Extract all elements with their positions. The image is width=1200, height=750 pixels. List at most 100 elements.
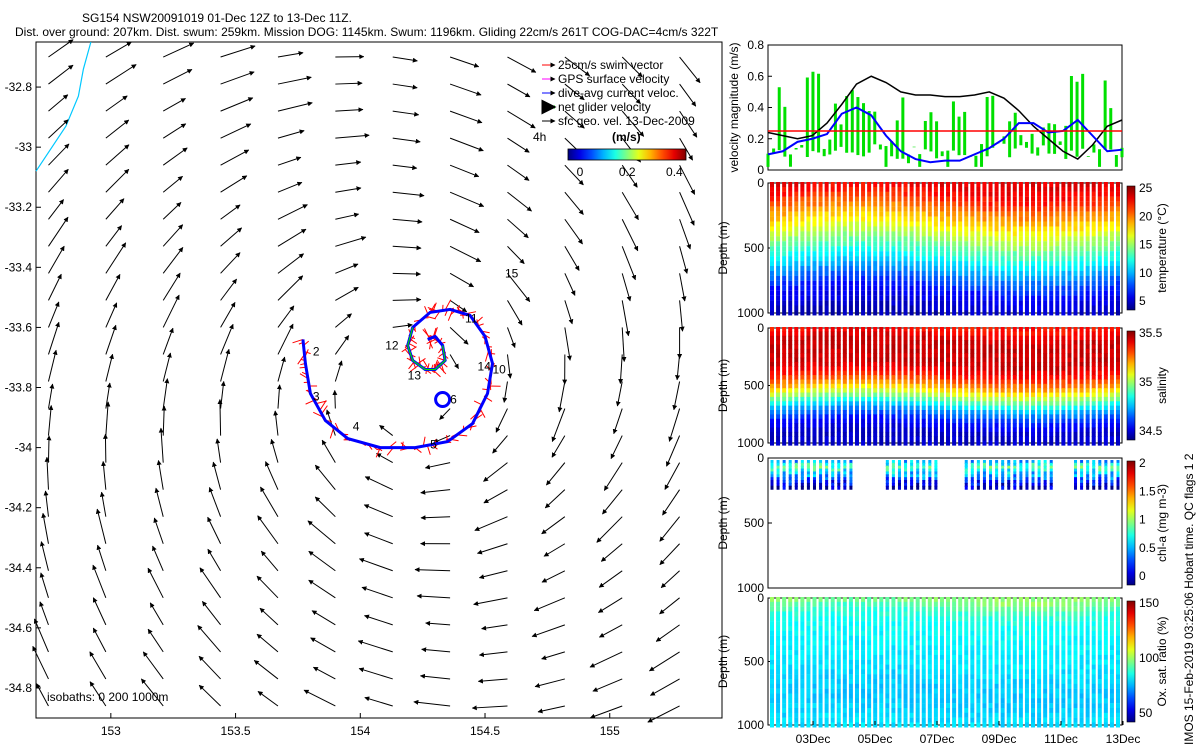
oxygen-point bbox=[824, 597, 829, 602]
temperature-point bbox=[873, 305, 878, 311]
salinity-point bbox=[867, 440, 872, 446]
temperature-point bbox=[921, 186, 926, 192]
salinity-point bbox=[824, 353, 829, 359]
salinity-point bbox=[776, 370, 781, 376]
temperature-point bbox=[1024, 290, 1029, 296]
salinity-point bbox=[909, 327, 914, 332]
sfc-vector bbox=[201, 601, 221, 626]
track-day-label: 10 bbox=[493, 362, 507, 376]
oxygen-point bbox=[891, 679, 896, 685]
salinity-point bbox=[1061, 335, 1066, 341]
salinity-point bbox=[988, 348, 993, 354]
salinity-profile-points bbox=[770, 327, 1120, 446]
salinity-point bbox=[909, 418, 914, 424]
oxygen-point bbox=[776, 688, 781, 694]
salinity-point bbox=[909, 361, 914, 367]
chla-colorbar bbox=[1126, 460, 1136, 586]
oxygen-point bbox=[848, 621, 853, 627]
salinity-point bbox=[988, 401, 993, 407]
salinity-point bbox=[921, 340, 926, 346]
salinity-point bbox=[970, 410, 975, 416]
salinity-point bbox=[939, 340, 944, 346]
oxygen-point bbox=[848, 616, 853, 622]
oxygen-point bbox=[927, 693, 932, 699]
salinity-point bbox=[1116, 418, 1120, 424]
salinity-point bbox=[861, 327, 866, 332]
sfc-vector bbox=[621, 56, 643, 78]
chla-point bbox=[1086, 468, 1090, 473]
salinity-point bbox=[782, 344, 787, 350]
salinity-point bbox=[794, 427, 799, 433]
temperature-point bbox=[1031, 270, 1036, 276]
temperature-point bbox=[885, 182, 890, 187]
sfc-vector bbox=[276, 384, 282, 409]
temperature-point bbox=[1024, 265, 1029, 271]
salinity-point bbox=[897, 436, 902, 442]
chla-point bbox=[800, 465, 804, 470]
temperature-point bbox=[782, 265, 787, 271]
chla-point bbox=[1110, 460, 1114, 464]
sfc-vector bbox=[48, 143, 70, 166]
oxygen-point bbox=[818, 688, 823, 694]
sfc-vector bbox=[47, 321, 60, 355]
chla-point bbox=[776, 485, 780, 490]
salinity-point bbox=[806, 379, 811, 385]
chla-point bbox=[1092, 474, 1096, 479]
temperature-point bbox=[1097, 251, 1102, 257]
salinity-point bbox=[1079, 353, 1084, 359]
temperature-point bbox=[812, 201, 817, 207]
oxygen-point bbox=[794, 650, 799, 656]
salinity-point bbox=[776, 379, 781, 385]
salinity-point bbox=[830, 414, 835, 420]
salinity-point bbox=[915, 366, 920, 372]
temperature-point bbox=[982, 261, 987, 267]
temperature-point bbox=[939, 305, 944, 311]
temperature-point bbox=[1018, 270, 1023, 276]
sfc-vector bbox=[507, 218, 529, 239]
salinity-point bbox=[976, 340, 981, 346]
salinity-point bbox=[1037, 357, 1042, 363]
sfc-vector bbox=[621, 246, 637, 281]
chla-point bbox=[1013, 465, 1017, 470]
salinity-point bbox=[1116, 383, 1120, 389]
temperature-point bbox=[776, 265, 781, 271]
salinity-point bbox=[806, 418, 811, 424]
salinity-point bbox=[806, 405, 811, 411]
temperature-point bbox=[939, 211, 944, 217]
temperature-point bbox=[800, 290, 805, 296]
temperature-point bbox=[788, 182, 793, 187]
oxygen-point bbox=[873, 674, 878, 680]
temperature-point bbox=[909, 261, 914, 267]
oxygen-point bbox=[861, 659, 866, 665]
salinity-point bbox=[854, 431, 859, 437]
chla-colorbar-tick: 2 bbox=[1139, 456, 1146, 470]
temperature-point bbox=[1109, 191, 1114, 197]
temperature-point bbox=[842, 191, 847, 197]
salinity-point bbox=[1031, 388, 1036, 394]
chla-point bbox=[1025, 477, 1029, 482]
chla-point bbox=[1086, 474, 1090, 479]
temperature-point bbox=[848, 305, 853, 311]
chla-point bbox=[989, 471, 993, 476]
temperature-point bbox=[994, 285, 999, 291]
salinity-point bbox=[800, 410, 805, 416]
salinity-point bbox=[1031, 370, 1036, 376]
chla-point bbox=[964, 471, 968, 476]
temperature-point bbox=[1043, 300, 1048, 306]
temperature-point bbox=[952, 196, 957, 202]
temperature-point bbox=[897, 280, 902, 286]
chla-point bbox=[1098, 465, 1102, 470]
oxygen-point bbox=[848, 683, 853, 689]
salinity-point bbox=[1000, 348, 1005, 354]
temperature-point bbox=[976, 295, 981, 301]
salinity-point bbox=[1031, 357, 1036, 363]
salinity-point bbox=[1043, 353, 1048, 359]
chla-point bbox=[800, 462, 804, 467]
salinity-point bbox=[854, 414, 859, 420]
temperature-point bbox=[873, 201, 878, 207]
temperature-point bbox=[867, 206, 872, 212]
oxygen-point bbox=[782, 688, 787, 694]
salinity-point bbox=[1116, 370, 1120, 376]
salinity-point bbox=[848, 375, 853, 381]
salinity-point bbox=[830, 375, 835, 381]
